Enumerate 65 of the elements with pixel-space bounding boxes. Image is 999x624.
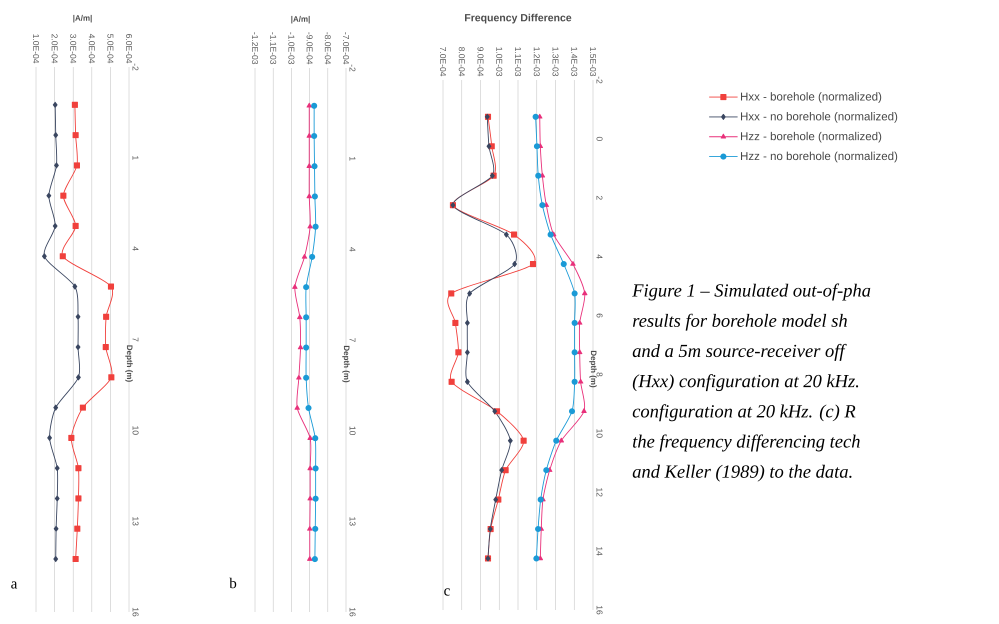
y-tick-label: -2: [132, 64, 138, 70]
x-axis-title: |A/m|: [73, 14, 92, 22]
y-tick-label: 16: [350, 608, 356, 616]
y-tick-label: 12: [596, 488, 602, 497]
text: results for borehole model sh: [632, 314, 847, 331]
x-tick-label: 1.5E-03: [590, 47, 596, 76]
y-axis-title: Depth (m): [589, 350, 597, 388]
x-tick-label: 1.0E-04: [33, 34, 40, 64]
text: b: [229, 578, 236, 588]
y-tick-label: 1: [132, 156, 138, 160]
x-tick-label: 1.0E-03: [496, 47, 502, 76]
x-tick-label: -7.0E-04: [343, 32, 350, 64]
y-tick-label: 14: [596, 547, 602, 556]
x-tick-label: -1.0E-03: [288, 32, 294, 64]
y-axis-title: Depth (m): [342, 346, 350, 382]
legend-label: Hxx - no borehole (normalized): [740, 112, 898, 123]
y-tick-label: 6: [596, 314, 603, 318]
y-tick-label: 2: [596, 196, 602, 200]
caption: Figure 1 – Simulated out-of-pha: [632, 284, 870, 300]
y-tick-label: 4: [350, 247, 356, 252]
text: configuration at 20 kHz. (c) R: [632, 404, 856, 422]
x-tick-label: -8.0E-04: [324, 32, 331, 64]
y-axis-title: Depth (m): [125, 345, 133, 382]
text: and Keller (1989) to the data.: [632, 464, 852, 482]
x-tick-label: 8.0E-04: [458, 47, 465, 76]
y-tick-label: 4: [132, 246, 138, 251]
x-tick-label: 1.3E-03: [552, 47, 559, 76]
annotation: c: [444, 588, 450, 596]
legend-label: Hzz - no borehole (normalized): [740, 152, 898, 162]
chart-title: Frequency Difference: [465, 14, 572, 24]
x-tick-label: 3.0E-04: [70, 34, 76, 64]
y-tick-label: 13: [132, 517, 139, 526]
x-axis-title: |A/m|: [291, 16, 310, 24]
x-tick-label: -1.1E-03: [270, 32, 276, 64]
y-tick-label: 7: [350, 338, 356, 342]
legend-label: Hxx - borehole (normalized): [740, 92, 882, 103]
y-tick-label: 0: [596, 136, 603, 141]
y-tick-label: 16: [132, 608, 139, 616]
x-tick-label: 2.0E-04: [52, 34, 58, 64]
y-tick-label: 8: [596, 372, 603, 376]
y-tick-label: 16: [596, 606, 603, 614]
x-tick-label: -9.0E-04: [306, 32, 313, 64]
x-tick-label: 4.0E-04: [88, 34, 95, 64]
x-tick-label: 1.4E-03: [571, 47, 578, 76]
text: a: [11, 581, 18, 589]
y-tick-label: 1: [350, 156, 356, 161]
x-tick-label: 6.0E-04: [126, 34, 132, 64]
x-tick-label: 5.0E-04: [107, 34, 114, 64]
x-tick-label: 9.0E-04: [478, 47, 484, 76]
text: and a 5m source-receiver off: [632, 344, 847, 361]
y-tick-label: -2: [350, 64, 356, 72]
x-tick-label: 1.1E-03: [515, 47, 522, 76]
y-tick-label: 7: [132, 338, 138, 342]
y-tick-label: -2: [596, 76, 602, 84]
y-tick-label: 10: [132, 426, 139, 435]
x-tick-label: 1.2E-03: [534, 47, 540, 76]
y-tick-label: 10: [596, 429, 603, 438]
y-tick-label: 13: [350, 517, 356, 526]
x-tick-label: -1.2E-03: [252, 32, 258, 64]
text: (Hxx) configuration at 20 kHz.: [632, 374, 858, 392]
text: the frequency differencing tech: [633, 434, 860, 452]
y-tick-label: 4: [596, 254, 602, 259]
y-tick-label: 10: [350, 426, 356, 436]
x-tick-label: 7.0E-04: [440, 47, 446, 76]
legend-label: Hzz - borehole (normalized): [740, 132, 882, 143]
